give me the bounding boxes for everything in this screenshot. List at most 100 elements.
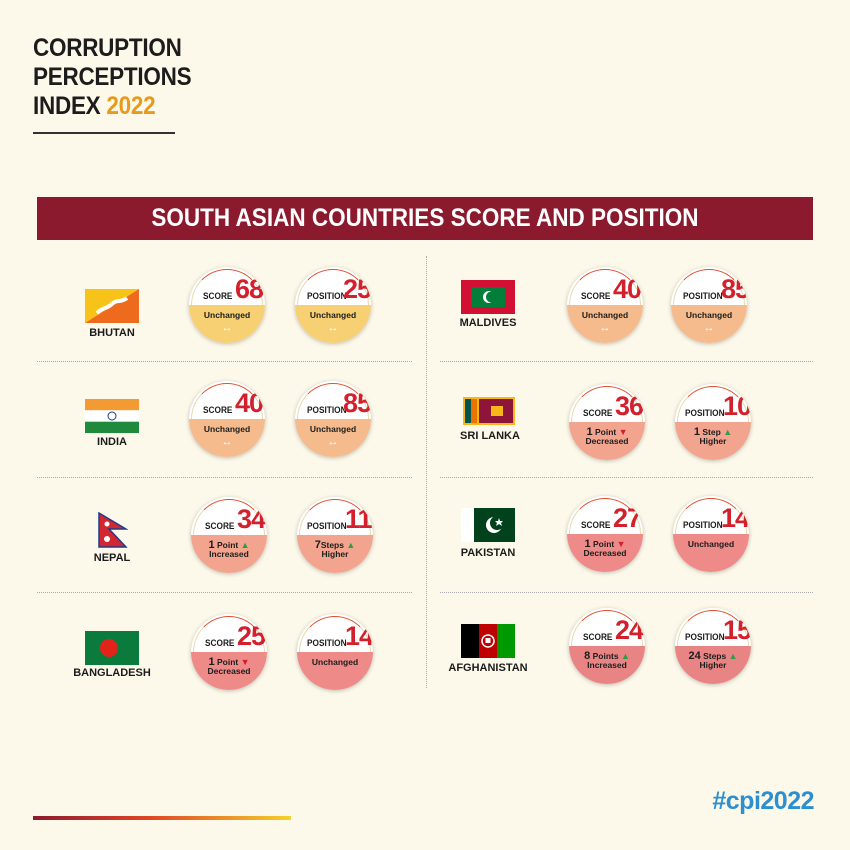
position-change: Unchanged xyxy=(685,310,733,320)
score-badge: SCORE 40 Unchanged ↔ xyxy=(567,267,643,343)
score-label: SCORE xyxy=(583,632,613,642)
score-value: 68 xyxy=(235,274,264,304)
arrow-down-icon: ▼ xyxy=(618,427,628,437)
row-divider xyxy=(37,592,412,593)
india-flag-icon xyxy=(85,399,139,433)
position-badge: POSITION 85 Unchanged ↔ xyxy=(671,267,747,343)
position-label: POSITION xyxy=(683,291,723,301)
banner-text: SOUTH ASIAN COUNTRIES SCORE AND POSITION xyxy=(151,204,699,232)
position-value: 147 xyxy=(345,621,373,651)
title-line-1: CORRUPTION xyxy=(33,34,182,62)
country-name: NEPAL xyxy=(93,552,131,564)
row-divider xyxy=(440,361,813,362)
score-label: SCORE xyxy=(203,291,233,301)
row-divider xyxy=(440,592,813,593)
hashtag: #cpi2022 xyxy=(712,787,814,815)
position-value: 150 xyxy=(723,615,751,645)
position-change: 7Steps ▲ Higher xyxy=(314,539,356,559)
row-divider xyxy=(37,361,412,362)
arrow-up-icon: ▲ xyxy=(346,540,356,550)
score-badge: SCORE 25 1 Point ▼ Decreased xyxy=(191,614,267,690)
unchanged-arrows-icon: ↔ xyxy=(599,322,611,334)
nepal-flag-icon xyxy=(98,512,128,548)
position-value: 110 xyxy=(345,504,373,534)
score-badge: SCORE 34 1 Point ▲ Increased xyxy=(191,497,267,573)
position-value: 140 xyxy=(721,503,749,533)
position-badge: POSITION 110 7Steps ▲Higher xyxy=(297,497,373,573)
score-value: 27 xyxy=(613,503,642,533)
score-change: 1 Point ▼ Decreased xyxy=(207,656,251,676)
row-divider xyxy=(37,477,412,478)
position-badge: POSITION 101 1 Step ▲Higher xyxy=(675,384,751,460)
position-change: Unchanged xyxy=(309,310,357,320)
score-value: 25 xyxy=(237,621,266,651)
country-name: PAKISTAN xyxy=(460,547,516,559)
title-line-2: PERCEPTIONS xyxy=(33,63,192,91)
position-change: 1 Step ▲ Higher xyxy=(693,426,733,446)
section-banner: SOUTH ASIAN COUNTRIES SCORE AND POSITION xyxy=(37,197,813,240)
position-badge: POSITION 85 Unchanged ↔ xyxy=(295,381,371,457)
score-change: Unchanged xyxy=(581,310,629,320)
score-change: 1 Point ▼ Decreased xyxy=(585,426,629,446)
position-label: POSITION xyxy=(685,408,725,418)
position-change: Unchanged xyxy=(311,657,359,667)
score-label: SCORE xyxy=(205,638,235,648)
country-name: MALDIVES xyxy=(459,317,517,329)
unchanged-arrows-icon: ↔ xyxy=(327,436,339,448)
score-value: 34 xyxy=(237,504,266,534)
score-value: 40 xyxy=(613,274,642,304)
score-badge: SCORE 36 1 Point ▼ Decreased xyxy=(569,384,645,460)
arrow-up-icon: ▲ xyxy=(240,540,250,550)
sri-lanka-flag-icon xyxy=(463,397,515,425)
score-change: Unchanged xyxy=(203,424,251,434)
position-badge: POSITION 147 Unchanged xyxy=(297,614,373,690)
column-divider xyxy=(426,256,427,688)
score-badge: SCORE 27 1 Point ▼ Decreased xyxy=(567,496,643,572)
unchanged-arrows-icon: ↔ xyxy=(703,322,715,334)
position-value: 25 xyxy=(343,274,371,304)
bangladesh-flag-icon xyxy=(85,631,139,665)
gradient-bar xyxy=(33,816,291,820)
position-value: 101 xyxy=(723,391,751,421)
country-name: BHUTAN xyxy=(89,327,135,339)
report-title: CORRUPTION PERCEPTIONS INDEX 2022 xyxy=(33,34,192,121)
arrow-down-icon: ▼ xyxy=(616,539,626,549)
position-value: 85 xyxy=(721,274,747,304)
position-badge: POSITION 25 Unchanged ↔ xyxy=(295,267,371,343)
arrow-up-icon: ▲ xyxy=(723,427,733,437)
arrow-down-icon: ▼ xyxy=(240,657,250,667)
country-name: INDIA xyxy=(97,436,127,448)
position-badge: POSITION 140 Unchanged xyxy=(673,496,749,572)
unchanged-arrows-icon: ↔ xyxy=(221,322,233,334)
afghanistan-flag-icon xyxy=(461,624,515,658)
country-name: BANGLADESH xyxy=(73,667,151,679)
score-label: SCORE xyxy=(205,521,235,531)
position-change: Unchanged xyxy=(687,539,735,549)
row-divider xyxy=(440,477,813,478)
pakistan-flag-icon xyxy=(461,508,515,542)
country-name: SRI LANKA xyxy=(460,430,520,442)
score-change: 1 Point ▼ Decreased xyxy=(583,538,627,558)
score-change: Unchanged xyxy=(203,310,251,320)
score-label: SCORE xyxy=(581,520,611,530)
title-index: INDEX xyxy=(33,92,107,120)
score-badge: SCORE 24 8 Points ▲ Increased xyxy=(569,608,645,684)
score-value: 36 xyxy=(615,391,644,421)
score-value: 24 xyxy=(615,615,644,645)
bhutan-flag-icon xyxy=(85,289,139,323)
score-label: SCORE xyxy=(203,405,233,415)
unchanged-arrows-icon: ↔ xyxy=(221,436,233,448)
title-year: 2022 xyxy=(106,92,156,120)
position-label: POSITION xyxy=(683,520,723,530)
title-underline xyxy=(33,132,175,134)
position-label: POSITION xyxy=(307,291,347,301)
score-label: SCORE xyxy=(583,408,613,418)
position-change: 24 Steps ▲ Higher xyxy=(688,650,738,670)
arrow-up-icon: ▲ xyxy=(728,651,738,661)
unchanged-arrows-icon: ↔ xyxy=(327,322,339,334)
position-change: Unchanged xyxy=(309,424,357,434)
score-value: 40 xyxy=(235,388,264,418)
score-badge: SCORE 68 Unchanged ↔ xyxy=(189,267,265,343)
country-name: AFGHANISTAN xyxy=(448,662,528,674)
position-label: POSITION xyxy=(307,638,347,648)
